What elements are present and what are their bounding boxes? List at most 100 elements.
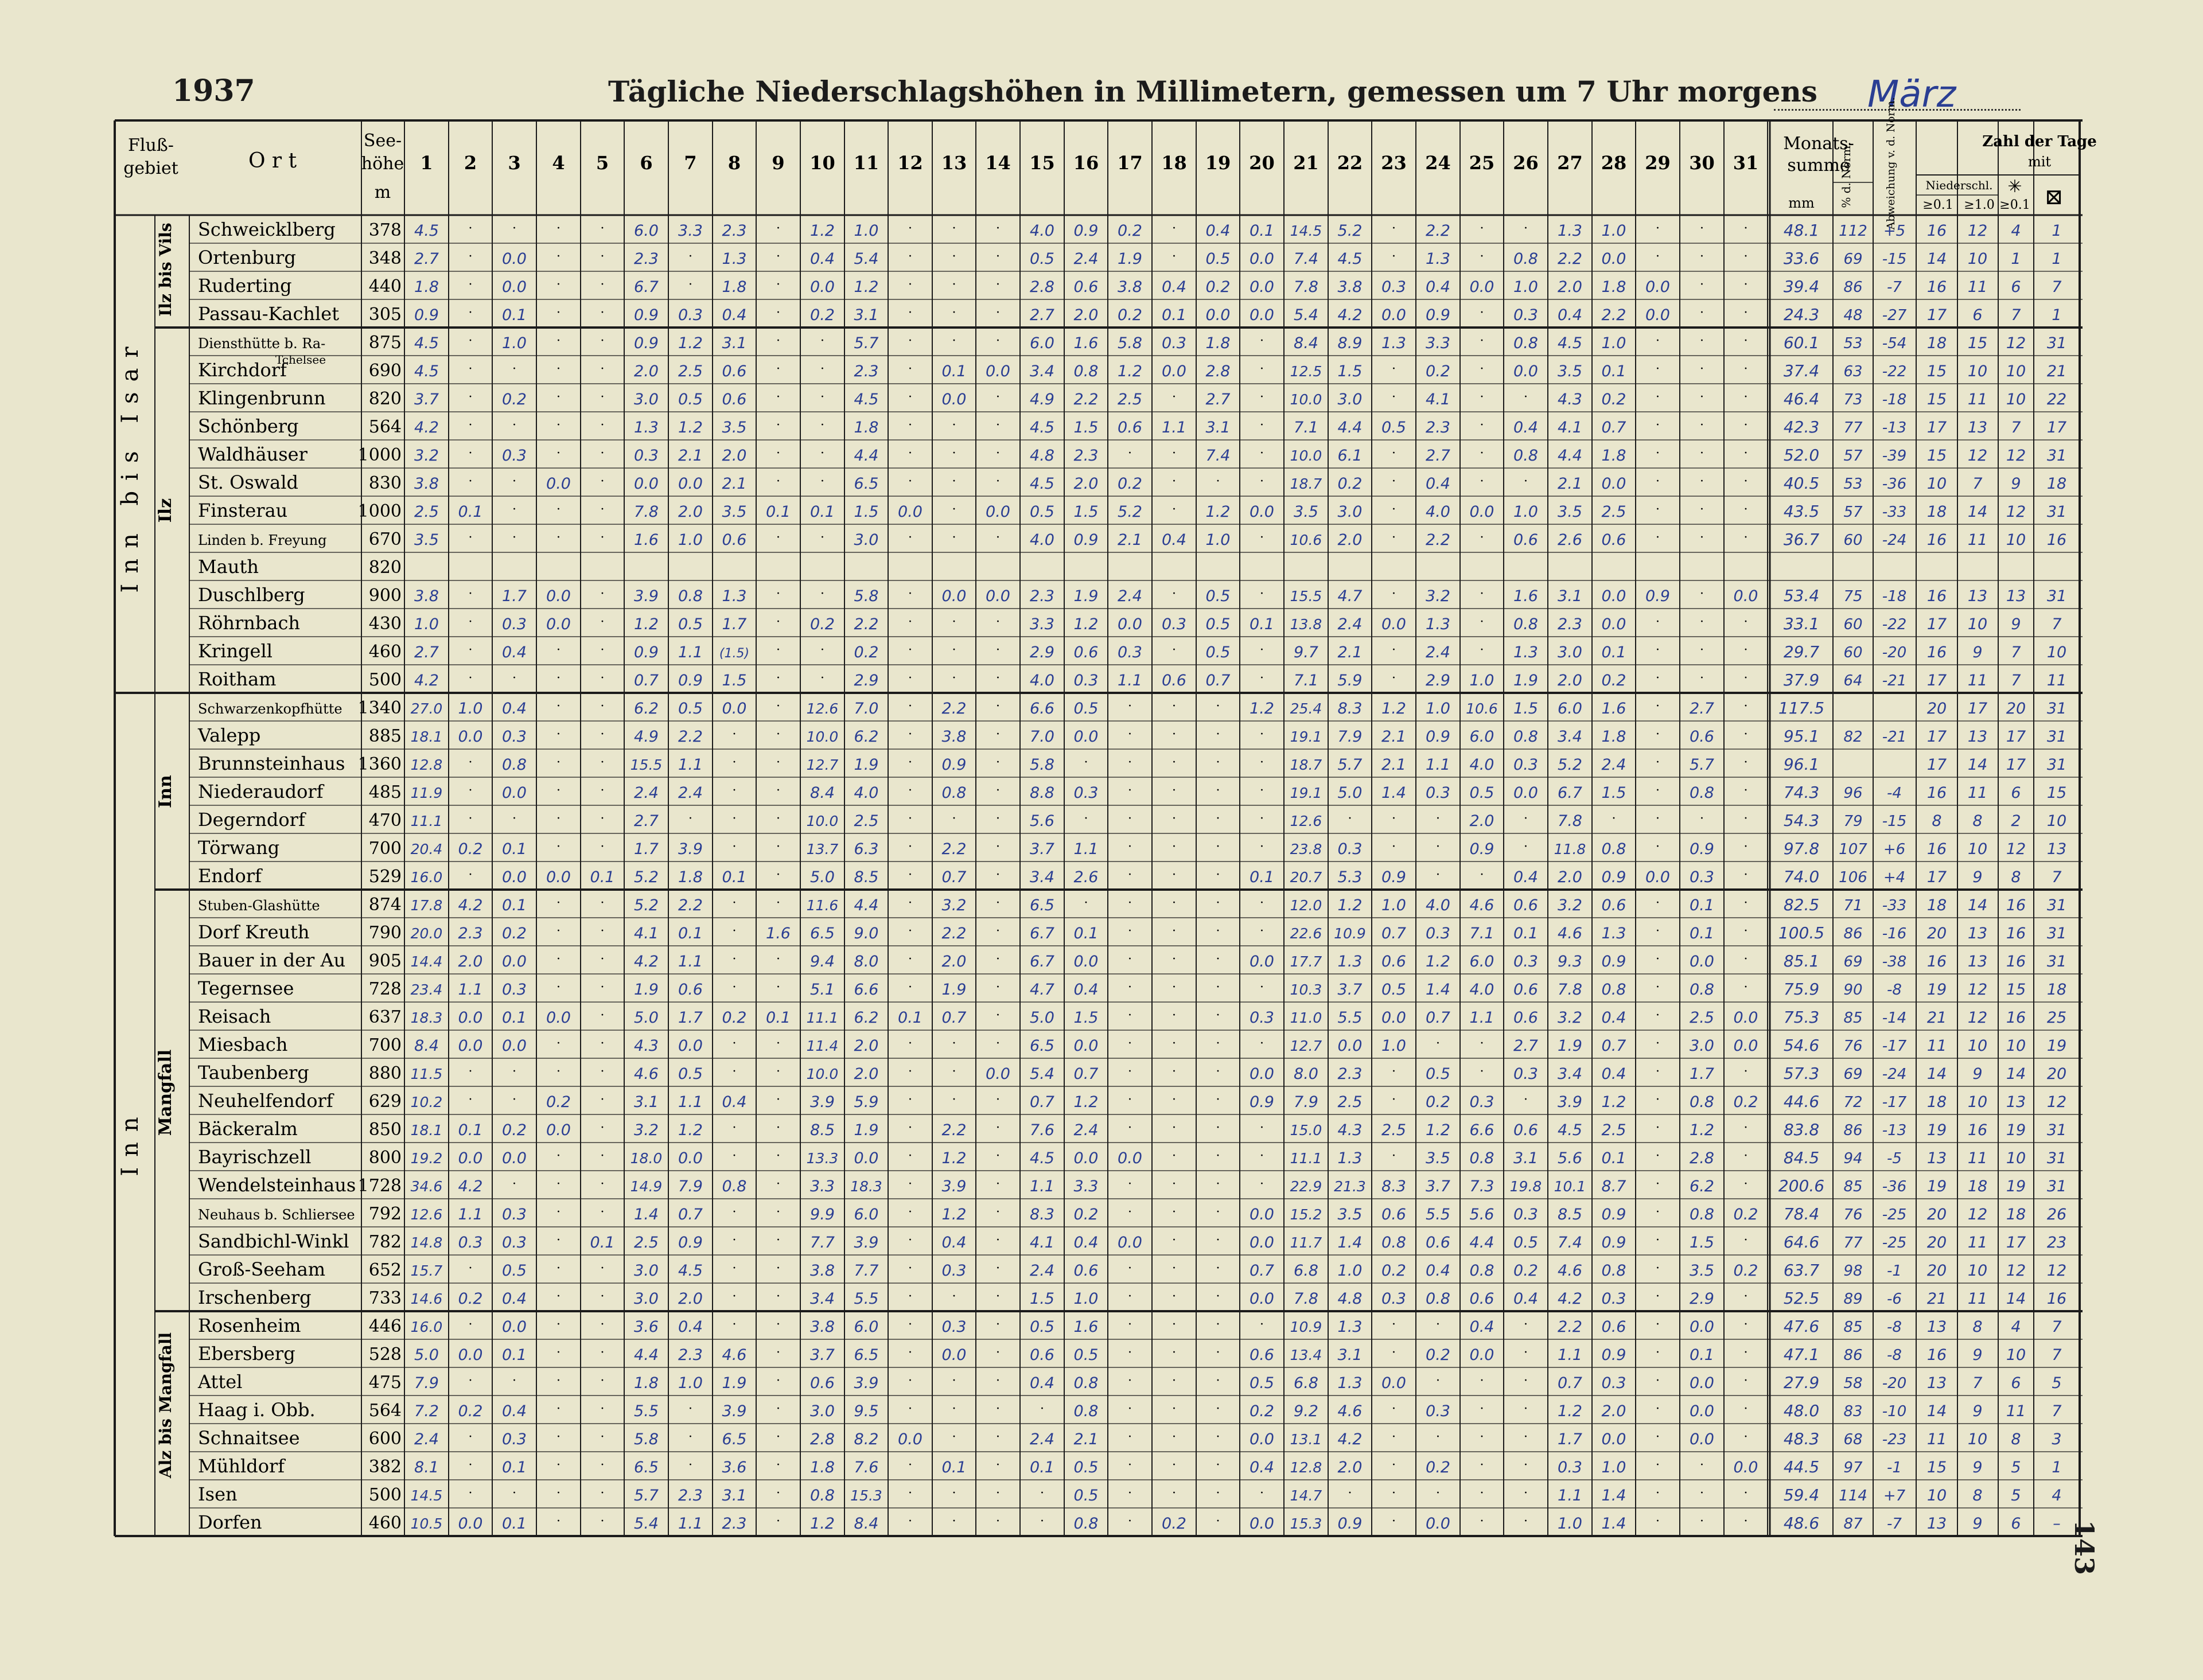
precip-value-day-10: 8.5	[810, 1121, 835, 1139]
empty-day-dot: ·	[1216, 1486, 1220, 1500]
empty-day-dot: ·	[1436, 840, 1440, 854]
precip-value-day-21: 12.7	[1290, 1038, 1322, 1054]
precip-value-day-11: 5.5	[854, 1290, 879, 1308]
empty-day-dot: ·	[733, 896, 737, 910]
empty-day-dot: ·	[1700, 390, 1704, 404]
empty-day-dot: ·	[1436, 1374, 1440, 1388]
empty-day-dot: ·	[601, 418, 605, 432]
empty-day-dot: ·	[469, 446, 473, 461]
precip-value-day-29: 0.0	[1645, 278, 1670, 296]
precip-value-day-11: 6.0	[854, 1206, 879, 1223]
days-snow-ge01: 6	[2011, 784, 2021, 802]
precip-value-day-7: 0.9	[678, 672, 703, 689]
precip-value-day-15: 3.4	[1030, 868, 1054, 886]
precip-value-day-22: 4.2	[1338, 306, 1363, 324]
empty-day-dot: ·	[1260, 1177, 1264, 1191]
precip-value-day-27: 3.2	[1558, 896, 1582, 914]
precip-value-day-1: 14.4	[411, 953, 443, 970]
precip-value-day-28: 1.8	[1602, 447, 1626, 465]
precip-value-day-7: 3.9	[678, 840, 703, 858]
precip-value-day-25: 4.0	[1470, 756, 1494, 774]
precip-value-day-30: 0.9	[1690, 840, 1714, 858]
empty-day-dot: ·	[1700, 671, 1704, 685]
precip-value-day-13: 0.1	[942, 362, 967, 380]
precip-value-day-20: 0.0	[1250, 1430, 1274, 1448]
precip-value-day-20: 0.0	[1250, 503, 1274, 521]
empty-day-dot: ·	[1216, 1346, 1220, 1360]
precip-value-day-28: 1.8	[1602, 278, 1626, 296]
days-precip-ge01: 19	[1927, 981, 1947, 999]
precip-value-day-20: 0.0	[1250, 1515, 1274, 1533]
table-row: Bayrischzell 800 19.2 0.0 0.0 · · 18.0 0.0 · · 13.3…	[198, 1146, 2066, 1168]
precip-value-day-17: 0.6	[1118, 419, 1142, 436]
table-row: Mauth 820	[198, 556, 402, 578]
precip-value-day-4: 0.0	[546, 1009, 571, 1027]
precip-value-day-16: 0.5	[1074, 700, 1099, 718]
deviation-from-normal: -33	[1882, 897, 1906, 914]
precip-value-day-30: 1.2	[1690, 1121, 1714, 1139]
precip-value-day-3: 0.1	[502, 840, 527, 858]
empty-day-dot: ·	[601, 699, 605, 714]
percent-of-normal: 53	[1843, 335, 1862, 352]
empty-day-dot: ·	[996, 1261, 1000, 1276]
precip-value-day-16: 2.6	[1074, 868, 1099, 886]
precip-value-day-21: 14.7	[1290, 1487, 1322, 1504]
precip-value-day-7: 0.6	[678, 981, 703, 999]
precip-value-day-7: 3.3	[678, 222, 703, 240]
col-monatssumme-1: Monats-	[1783, 134, 1854, 154]
days-snow-ge01: 8	[2011, 868, 2021, 886]
empty-day-dot: ·	[1172, 1261, 1176, 1276]
empty-day-dot: ·	[1216, 1458, 1220, 1472]
precip-value-day-8: 1.5	[722, 672, 747, 689]
precip-value-day-22: 4.5	[1338, 250, 1363, 268]
precip-value-day-3: 0.1	[502, 1009, 527, 1027]
day-header-31: 31	[1733, 152, 1759, 174]
empty-day-dot: ·	[469, 418, 473, 432]
empty-day-dot: ·	[1656, 1486, 1660, 1500]
empty-day-dot: ·	[1172, 840, 1176, 854]
precip-value-day-11: 4.4	[854, 447, 879, 465]
empty-day-dot: ·	[469, 531, 473, 545]
station-elevation: 440	[369, 276, 402, 297]
monthly-sum: 63.7	[1784, 1261, 1820, 1280]
empty-day-dot: ·	[601, 1065, 605, 1079]
station-elevation: 378	[369, 220, 402, 240]
empty-day-dot: ·	[556, 1430, 561, 1444]
precip-value-day-1: 23.4	[411, 981, 443, 998]
station-elevation: 348	[369, 248, 402, 268]
precip-value-day-28: 0.0	[1602, 1430, 1626, 1448]
days-precip-ge10: 12	[1968, 222, 1987, 240]
precip-value-day-10: 5.0	[810, 868, 835, 886]
days-precip-ge01: 20	[1927, 1206, 1947, 1223]
precip-value-day-10: 10.0	[807, 1066, 839, 1082]
precip-value-day-8: 3.5	[722, 503, 747, 521]
day-header-2: 2	[464, 152, 477, 174]
precip-value-day-24: 5.5	[1426, 1206, 1450, 1223]
precip-value-day-17: 0.0	[1118, 1234, 1142, 1252]
precip-value-day-26: 0.0	[1513, 362, 1538, 380]
precip-value-day-11: 1.5	[854, 503, 879, 521]
station-elevation: 790	[369, 923, 402, 943]
precip-value-day-27: 9.3	[1558, 953, 1582, 970]
precip-value-day-27: 0.3	[1558, 1459, 1582, 1476]
station-name-note: Tchelsee	[275, 353, 326, 367]
precip-value-day-11: 1.9	[854, 756, 879, 774]
precip-value-day-27: 3.5	[1558, 362, 1582, 380]
day-header-14: 14	[985, 152, 1011, 174]
empty-day-dot: ·	[908, 306, 912, 320]
table-row: Valepp 885 18.1 0.0 0.3 · · 4.9 2.2 · · 10.0 6.2 · 3.8…	[197, 724, 2066, 746]
precip-value-day-26: 0.8	[1513, 334, 1538, 352]
empty-day-dot: ·	[776, 278, 780, 292]
empty-day-dot: ·	[1128, 1205, 1132, 1219]
precip-value-day-6: 3.0	[634, 391, 659, 408]
empty-day-dot: ·	[1216, 1430, 1220, 1444]
empty-day-dot: ·	[1656, 1205, 1660, 1219]
station-elevation: 637	[369, 1007, 402, 1027]
empty-day-dot: ·	[996, 868, 1000, 882]
empty-day-dot: ·	[1744, 896, 1748, 910]
empty-day-dot: ·	[776, 755, 780, 770]
station-elevation: 460	[369, 1513, 402, 1533]
precip-value-day-1: 12.8	[411, 757, 443, 773]
empty-day-dot: ·	[1216, 896, 1220, 910]
station-name: Duschlberg	[198, 584, 305, 606]
